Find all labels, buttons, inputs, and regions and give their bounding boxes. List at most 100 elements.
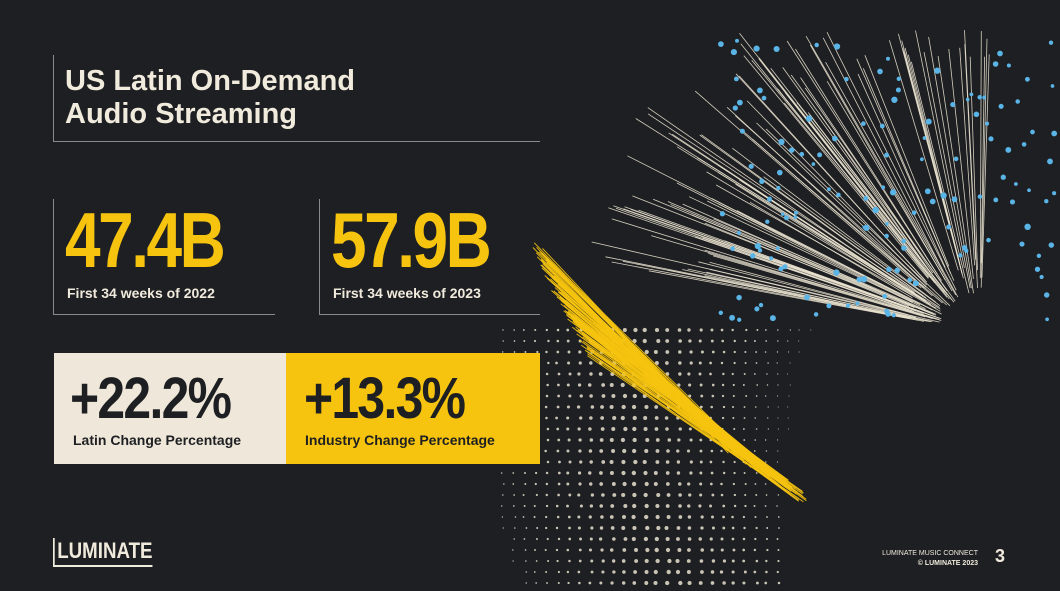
blue-dot <box>986 237 991 243</box>
blue-dot <box>737 317 742 322</box>
yellow-line-bundle <box>532 242 807 503</box>
stat-2022: 47.4B First 34 weeks of 2022 <box>53 197 275 315</box>
blue-dot <box>977 95 982 100</box>
cream-line <box>915 30 965 268</box>
pattern-dot <box>810 329 812 331</box>
pattern-dot <box>756 328 759 332</box>
pattern-dot <box>545 372 549 376</box>
pattern-dot <box>601 460 606 464</box>
pattern-dot <box>621 559 626 563</box>
pattern-dot <box>502 340 504 342</box>
cream-line <box>857 73 946 268</box>
pattern-dot <box>764 395 767 397</box>
pattern-dot <box>645 525 650 531</box>
pattern-dot <box>666 482 670 486</box>
pattern-dot <box>598 537 603 541</box>
pattern-dot <box>754 406 757 408</box>
pattern-dot <box>523 340 526 342</box>
pattern-dot <box>766 384 769 386</box>
pattern-dot <box>566 449 570 453</box>
cream-line <box>822 37 944 272</box>
pattern-dot <box>664 416 669 420</box>
blue-dot <box>729 314 736 321</box>
pattern-dot <box>777 395 779 397</box>
pattern-dot <box>545 328 548 332</box>
pattern-dot <box>754 483 757 485</box>
blue-dot <box>861 121 866 126</box>
pattern-dot <box>722 405 726 409</box>
pattern-dot <box>709 537 713 541</box>
pattern-dot <box>557 570 560 574</box>
pattern-dot <box>577 372 581 376</box>
pattern-dot <box>667 558 672 564</box>
pattern-dot <box>766 527 769 529</box>
cream-line <box>804 87 948 292</box>
pattern-dot <box>533 504 536 508</box>
cream-line <box>647 113 940 308</box>
pattern-dot <box>588 581 592 585</box>
cream-line <box>937 56 974 294</box>
pattern-dot <box>731 515 734 519</box>
pattern-dot <box>744 493 747 497</box>
pattern-dot <box>678 515 683 519</box>
blue-dot <box>793 215 798 220</box>
pattern-dot <box>675 558 680 564</box>
pattern-dot <box>589 482 593 486</box>
pattern-dot <box>513 494 515 496</box>
pattern-dot <box>711 350 715 354</box>
blue-dot <box>794 210 798 215</box>
pattern-dot <box>589 394 593 398</box>
blue-dot <box>863 196 869 201</box>
pattern-dot <box>765 494 768 496</box>
pattern-dot <box>732 416 735 420</box>
blue-dot <box>1043 292 1050 298</box>
pattern-dot <box>522 516 525 518</box>
pattern-dot <box>568 493 572 497</box>
pattern-dot <box>523 472 526 474</box>
blue-dot <box>912 280 919 287</box>
pattern-dot <box>656 338 661 344</box>
pattern-dot <box>588 449 593 453</box>
pattern-dot <box>533 571 536 573</box>
blue-dot <box>1039 274 1044 280</box>
pattern-dot <box>566 471 570 475</box>
blue-dot <box>998 103 1004 109</box>
pattern-dot <box>545 515 548 519</box>
pattern-dot <box>643 492 648 498</box>
pattern-dot <box>720 482 723 486</box>
blue-dot <box>761 95 767 101</box>
blue-dot <box>826 303 832 309</box>
pattern-dot <box>501 516 504 518</box>
pattern-dot <box>777 329 779 331</box>
pattern-dot <box>711 559 716 563</box>
yellow-line <box>547 266 742 456</box>
pattern-dot <box>678 339 682 343</box>
pattern-dot <box>601 559 605 563</box>
blue-dot <box>756 87 763 94</box>
pattern-dot <box>589 460 593 464</box>
blue-dot <box>832 135 838 142</box>
pattern-dot <box>700 350 704 354</box>
pattern-dot <box>675 569 681 575</box>
blue-dot <box>736 294 742 301</box>
pattern-dot <box>524 351 527 353</box>
pattern-dot <box>590 526 594 530</box>
cream-line-bundle <box>591 30 990 323</box>
pattern-dot <box>557 394 560 398</box>
pattern-dot <box>610 581 614 585</box>
blue-dot <box>885 221 889 226</box>
pattern-dot <box>710 328 714 332</box>
blue-dot <box>872 206 879 214</box>
pattern-dot <box>743 417 746 419</box>
pattern-dot <box>720 493 724 497</box>
blue-dot <box>958 253 963 258</box>
cream-line <box>706 171 937 309</box>
pattern-dot <box>709 482 713 486</box>
blue-dot <box>827 187 831 192</box>
pattern-dot <box>535 538 538 540</box>
cream-line <box>738 75 926 281</box>
pattern-dot <box>535 493 538 497</box>
pattern-dot <box>709 504 712 508</box>
pattern-dot <box>789 329 792 331</box>
pattern-dot <box>743 439 746 441</box>
